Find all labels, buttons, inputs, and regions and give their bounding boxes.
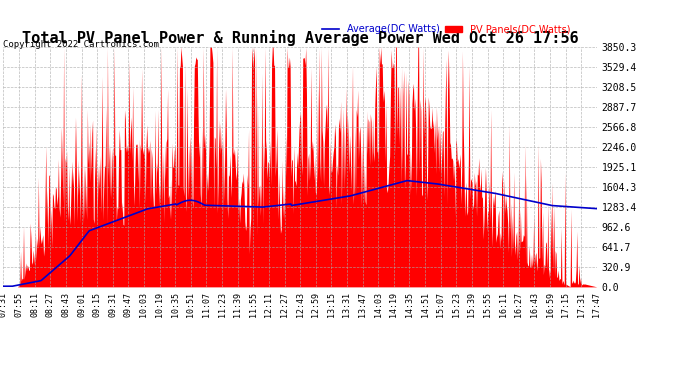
Legend: Average(DC Watts), PV Panels(DC Watts): Average(DC Watts), PV Panels(DC Watts) [317, 21, 574, 38]
Title: Total PV Panel Power & Running Average Power Wed Oct 26 17:56: Total PV Panel Power & Running Average P… [22, 30, 578, 46]
Text: Copyright 2022 Cartronics.com: Copyright 2022 Cartronics.com [3, 40, 159, 49]
